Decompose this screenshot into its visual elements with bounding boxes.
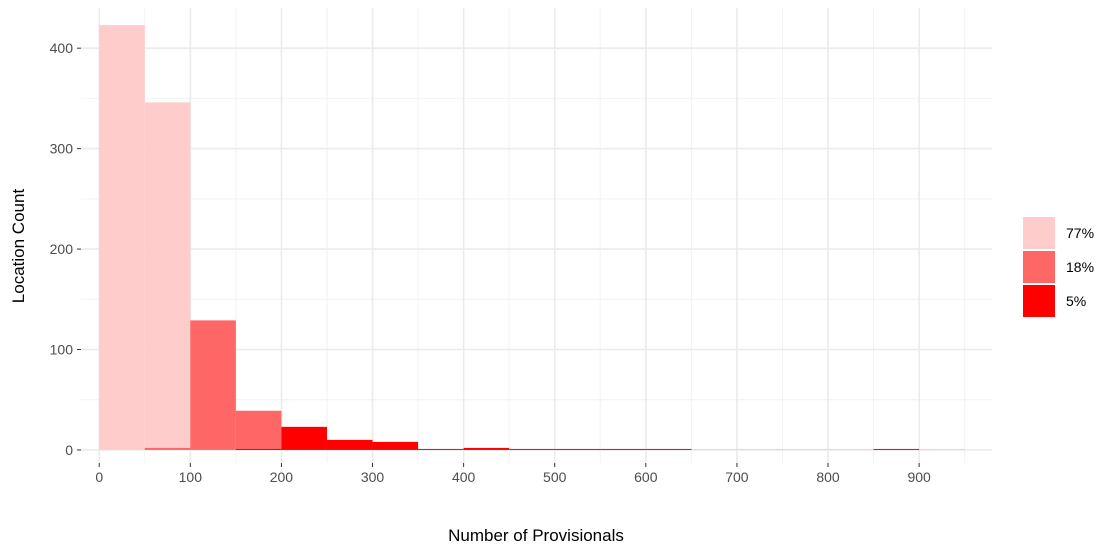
histogram-bar [600,448,646,450]
histogram-bar [326,439,373,450]
histogram-bar [509,448,555,450]
legend-label: 5% [1066,293,1086,309]
legend-key [1023,217,1055,249]
histogram-bar [235,410,282,450]
histogram-bar [144,102,191,450]
y-tick-label: 300 [50,141,74,157]
x-axis-title: Number of Provisionals [448,526,624,545]
histogram-bar [463,447,510,450]
x-tick-label: 500 [543,469,567,485]
histogram-bar [554,448,601,450]
histogram-bar [372,441,419,450]
legend-key [1023,251,1055,283]
histogram-bar [873,448,920,450]
histogram-bar [691,448,737,450]
legend-label: 77% [1066,225,1094,241]
x-tick-label: 0 [95,469,103,485]
histogram-bar [919,448,965,450]
y-axis: 0 100 200 300 400 [50,40,81,458]
histogram-bar [281,426,327,450]
histogram-bar [782,448,829,450]
y-tick-label: 100 [50,342,74,358]
histogram-bar [235,448,282,450]
y-axis-title: Location Count [9,189,28,304]
legend-label: 18% [1066,259,1094,275]
x-tick-label: 900 [907,469,931,485]
minor-gridlines [81,8,992,463]
y-tick-label: 0 [65,442,73,458]
histogram-bar [418,448,464,450]
x-tick-label: 800 [816,469,840,485]
x-axis: 0 100 200 300 400 500 600 700 800 900 [95,463,931,485]
histogram-bar [190,320,236,450]
x-tick-label: 600 [634,469,658,485]
legend-key [1023,285,1055,317]
x-tick-label: 400 [452,469,476,485]
x-tick-label: 700 [725,469,749,485]
x-tick-label: 300 [361,469,385,485]
y-tick-label: 200 [50,241,74,257]
histogram-bar [645,448,692,450]
y-tick-label: 400 [50,40,74,56]
x-tick-label: 100 [179,469,203,485]
x-tick-label: 200 [270,469,294,485]
histogram-bar [144,447,191,450]
histogram-bar [828,448,874,450]
histogram-bars [99,25,965,450]
histogram-bar [99,25,145,450]
legend: 77% 18% 5% [1023,217,1094,317]
histogram-bar [736,448,783,450]
